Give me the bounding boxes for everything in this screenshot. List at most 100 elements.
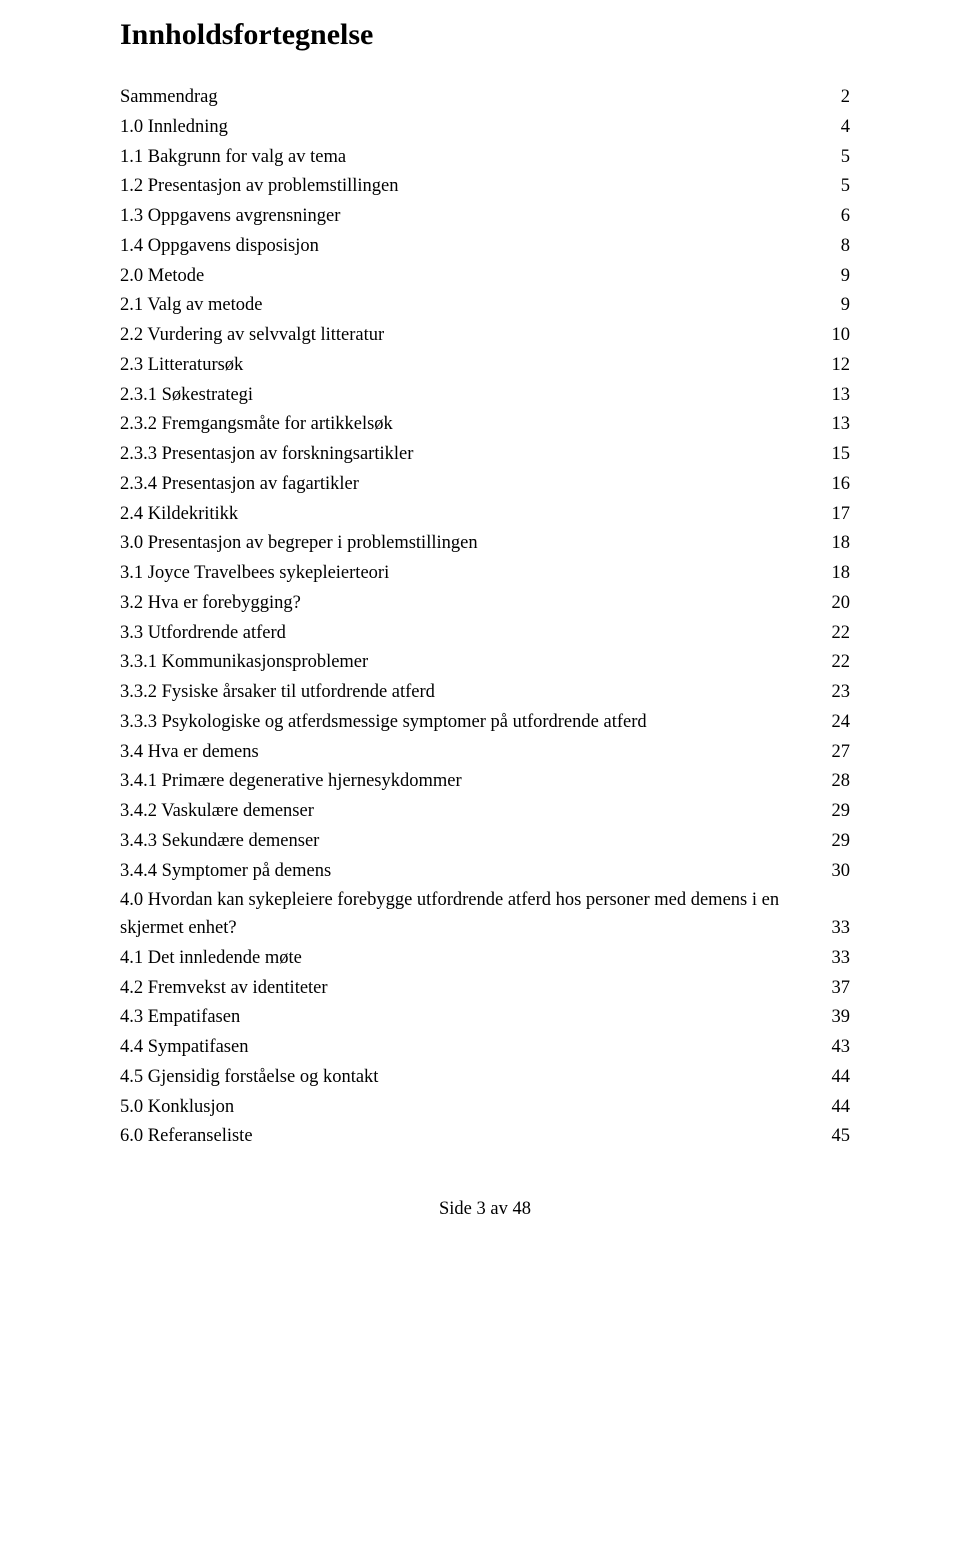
- toc-entry-page: 12: [832, 352, 851, 380]
- toc-entry-label: 4.3 Empatifasen: [120, 1004, 240, 1032]
- toc-entry-page: 29: [832, 798, 851, 826]
- toc-entry-page: 24: [832, 709, 851, 737]
- toc-entry-page: 5: [841, 173, 850, 201]
- toc-entry-page: 28: [832, 768, 851, 796]
- toc-entry-label: 3.4 Hva er demens: [120, 739, 259, 767]
- toc-entry: 2.3.1 Søkestrategi 13: [120, 382, 850, 410]
- toc-entry: 3.2 Hva er forebygging? 20: [120, 590, 850, 618]
- toc-entry-label: 4.0 Hvordan kan sykepleiere forebygge ut…: [120, 887, 850, 915]
- toc-entry-page: 45: [832, 1123, 851, 1151]
- toc-entry: 4.5 Gjensidig forståelse og kontakt 44: [120, 1064, 850, 1092]
- toc-entry-page: 20: [832, 590, 851, 618]
- toc-entry: 4.1 Det innledende møte 33: [120, 945, 850, 973]
- toc-entry-page: 43: [832, 1034, 851, 1062]
- toc-entry-page: 29: [832, 828, 851, 856]
- toc-entry: 2.0 Metode9: [120, 263, 850, 291]
- toc-title: Innholdsfortegnelse: [120, 18, 850, 52]
- toc-entry-label: 3.3.1 Kommunikasjonsproblemer: [120, 649, 368, 677]
- page-footer: Side 3 av 48: [120, 1199, 850, 1220]
- toc-entry: 6.0 Referanseliste 45: [120, 1123, 850, 1151]
- toc-entry-page: 23: [832, 679, 851, 707]
- toc-entry-label: 4.5 Gjensidig forståelse og kontakt: [120, 1064, 378, 1092]
- toc-entry-label: 5.0 Konklusjon: [120, 1094, 234, 1122]
- document-page: Innholdsfortegnelse Sammendrag21.0 Innle…: [0, 0, 960, 1260]
- toc-entry-page: 37: [832, 975, 851, 1003]
- toc-entry: 3.3.2 Fysiske årsaker til utfordrende at…: [120, 679, 850, 707]
- toc-entry-page: 44: [832, 1064, 851, 1092]
- toc-entry-page: 4: [841, 114, 850, 142]
- toc-entry-label: 4.4 Sympatifasen: [120, 1034, 248, 1062]
- toc-entry: 4.3 Empatifasen 39: [120, 1004, 850, 1032]
- toc-entry: 3.1 Joyce Travelbees sykepleierteori 18: [120, 560, 850, 588]
- toc-entry-label: 2.3.1 Søkestrategi: [120, 382, 253, 410]
- toc-entry: 2.1 Valg av metode 9: [120, 292, 850, 320]
- toc-entry-label: 2.3.2 Fremgangsmåte for artikkelsøk: [120, 411, 393, 439]
- toc-entry: 3.3.1 Kommunikasjonsproblemer 22: [120, 649, 850, 677]
- toc-entry-page: 18: [832, 530, 851, 558]
- toc-entry: 1.0 Innledning 4: [120, 114, 850, 142]
- toc-entry: 3.0 Presentasjon av begreper i problemst…: [120, 530, 850, 558]
- toc-entry: 1.3 Oppgavens avgrensninger 6: [120, 203, 850, 231]
- toc-entry-page: 10: [832, 322, 851, 350]
- toc-entry-page: 22: [832, 620, 851, 648]
- toc-entry: 4.4 Sympatifasen 43: [120, 1034, 850, 1062]
- toc-entry-page: 39: [832, 1004, 851, 1032]
- toc-entry-label: 3.1 Joyce Travelbees sykepleierteori: [120, 560, 389, 588]
- toc-entry-label: 3.3.2 Fysiske årsaker til utfordrende at…: [120, 679, 435, 707]
- toc-entry-label: skjermet enhet?: [120, 915, 237, 943]
- toc-entry-label: 3.2 Hva er forebygging?: [120, 590, 301, 618]
- toc-entry-label: 1.0 Innledning: [120, 114, 228, 142]
- toc-entry-page: 18: [832, 560, 851, 588]
- toc-entry-label: 3.4.3 Sekundære demenser: [120, 828, 319, 856]
- toc-entry-label: 3.3 Utfordrende atferd: [120, 620, 286, 648]
- toc-entry-page: 5: [841, 144, 850, 172]
- toc-entry-page: 9: [841, 292, 850, 320]
- toc-entry-label: 2.2 Vurdering av selvvalgt litteratur: [120, 322, 384, 350]
- toc-entry-page: 2: [841, 84, 850, 112]
- toc-entry: 4.2 Fremvekst av identiteter 37: [120, 975, 850, 1003]
- toc-entry-label: 1.1 Bakgrunn for valg av tema: [120, 144, 346, 172]
- toc-entry-label: 4.1 Det innledende møte: [120, 945, 302, 973]
- toc-entry-label: 2.0 Metode: [120, 263, 204, 291]
- toc-entry-page: 17: [832, 501, 851, 529]
- toc-entry: 2.2 Vurdering av selvvalgt litteratur 10: [120, 322, 850, 350]
- toc-entry: 3.4.2 Vaskulære demenser 29: [120, 798, 850, 826]
- toc-entry-label: 2.3 Litteratursøk: [120, 352, 243, 380]
- toc-entry-label: 3.4.1 Primære degenerative hjernesykdomm…: [120, 768, 462, 796]
- toc-entry-page: 8: [841, 233, 850, 261]
- toc-entry: 3.3.3 Psykologiske og atferdsmessige sym…: [120, 709, 850, 737]
- toc-entry-label: 1.3 Oppgavens avgrensninger: [120, 203, 340, 231]
- toc-entry-label: 1.2 Presentasjon av problemstillingen: [120, 173, 399, 201]
- toc-entry: 3.4 Hva er demens 27: [120, 739, 850, 767]
- toc-entry-label: 2.4 Kildekritikk: [120, 501, 238, 529]
- toc-entry-label: 3.4.2 Vaskulære demenser: [120, 798, 314, 826]
- toc-entry-page: 27: [832, 739, 851, 767]
- toc-entry-page: 15: [832, 441, 851, 469]
- toc-entry-page: 30: [832, 858, 851, 886]
- toc-entry-page: 44: [832, 1094, 851, 1122]
- toc-entry: 3.4.1 Primære degenerative hjernesykdomm…: [120, 768, 850, 796]
- toc-entry-page: 33: [832, 915, 851, 943]
- toc-entry-page: 33: [832, 945, 851, 973]
- toc-entry: 3.4.3 Sekundære demenser 29: [120, 828, 850, 856]
- toc-entry: 2.3.4 Presentasjon av fagartikler16: [120, 471, 850, 499]
- toc-entry-page: 13: [832, 382, 851, 410]
- toc-entry: 1.4 Oppgavens disposisjon8: [120, 233, 850, 261]
- toc-entry-page: 13: [832, 411, 851, 439]
- toc-entry-label: 2.3.3 Presentasjon av forskningsartikler: [120, 441, 413, 469]
- toc-entry-label: 4.2 Fremvekst av identiteter: [120, 975, 328, 1003]
- toc-entry-label: Sammendrag: [120, 84, 218, 112]
- toc-entry-label: 6.0 Referanseliste: [120, 1123, 253, 1151]
- toc-entry-label: 3.3.3 Psykologiske og atferdsmessige sym…: [120, 709, 647, 737]
- toc-entry-label: 2.1 Valg av metode: [120, 292, 263, 320]
- toc-entry: 4.0 Hvordan kan sykepleiere forebygge ut…: [120, 887, 850, 943]
- table-of-contents: Sammendrag 2 1.0 Innledning 4 1.1 Bakgrunn f…: [120, 84, 850, 1151]
- toc-entry: 2.3 Litteratursøk 12: [120, 352, 850, 380]
- toc-entry: 3.3 Utfordrende atferd 22: [120, 620, 850, 648]
- toc-entry-label: 2.3.4 Presentasjon av fagartikler: [120, 471, 359, 499]
- toc-entry-page: 22: [832, 649, 851, 677]
- toc-entry-page: 6: [841, 203, 850, 231]
- toc-entry-label: 3.0 Presentasjon av begreper i problemst…: [120, 530, 478, 558]
- toc-entry: 2.3.3 Presentasjon av forskningsartikler…: [120, 441, 850, 469]
- toc-entry: 2.3.2 Fremgangsmåte for artikkelsøk 13: [120, 411, 850, 439]
